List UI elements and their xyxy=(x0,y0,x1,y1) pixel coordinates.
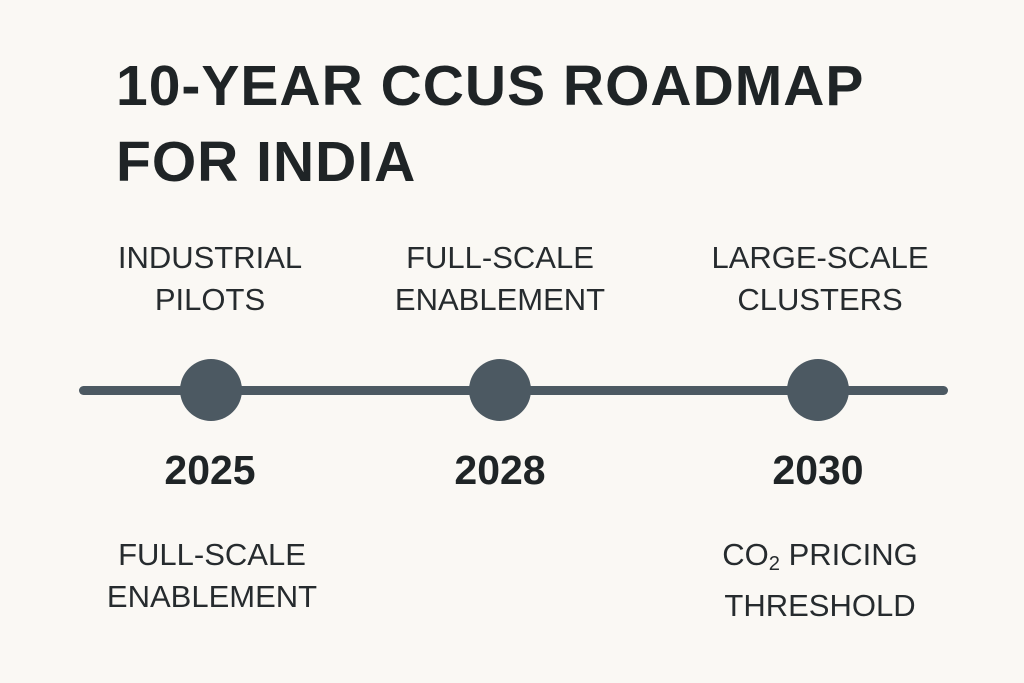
milestone-2030-top-label: LARGE-SCALE CLUSTERS xyxy=(711,240,929,317)
milestone-2025-top-label: INDUSTRIAL PILOTS xyxy=(117,240,303,317)
milestone-2028-top-label: FULL-SCALE ENABLEMENT xyxy=(394,240,606,317)
title-line-2: FOR INDIA xyxy=(116,130,417,194)
milestone-2030-bottom-label: CO2 PRICING THRESHOLD xyxy=(722,537,918,624)
page-title: 10-YEAR CCUS ROADMAP FOR INDIA xyxy=(116,48,864,200)
year-2025: 2025 xyxy=(164,447,256,493)
milestone-marker-2025 xyxy=(180,359,242,421)
year-2028: 2028 xyxy=(454,447,546,493)
milestone-2025-bottom-label: FULL-SCALE ENABLEMENT xyxy=(106,537,318,614)
year-2030: 2030 xyxy=(772,447,864,493)
milestone-marker-2030 xyxy=(787,359,849,421)
title-line-1: 10-YEAR CCUS ROADMAP xyxy=(116,54,865,118)
milestone-marker-2028 xyxy=(469,359,531,421)
